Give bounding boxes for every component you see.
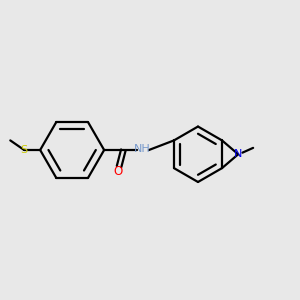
Text: S: S	[21, 145, 28, 155]
Text: O: O	[113, 165, 123, 178]
Text: N: N	[234, 149, 242, 159]
Text: NH: NH	[134, 144, 151, 154]
